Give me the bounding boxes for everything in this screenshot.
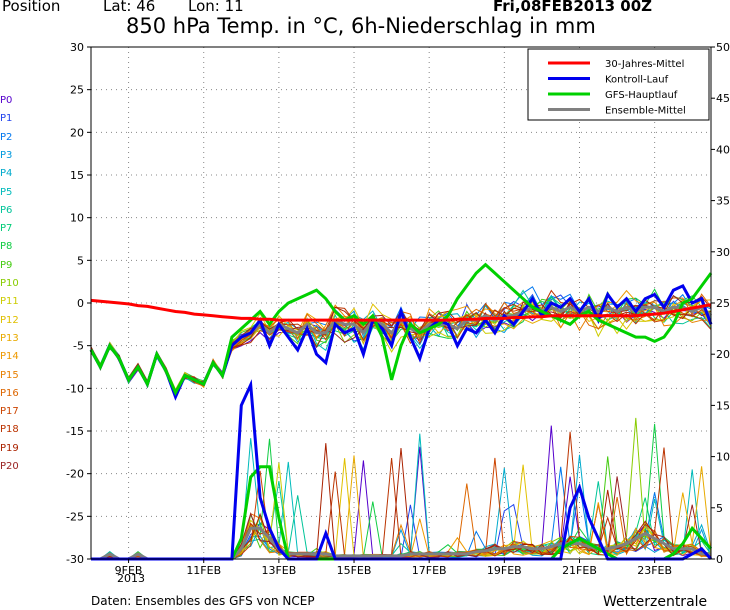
y-right-tick-label: 20 bbox=[716, 348, 730, 361]
legend-label: 30-Jahres-Mittel bbox=[605, 59, 684, 70]
member-label-p1: P1 bbox=[0, 113, 13, 125]
brand: Wetterzentrale bbox=[603, 594, 708, 610]
legend: 30-Jahres-Mittel Kontroll-Lauf GFS-Hauptla… bbox=[527, 48, 710, 121]
mean30-temp-line bbox=[90, 298, 712, 322]
y-right-tick-label: 0 bbox=[716, 553, 723, 566]
y-left-tick-label: -30 bbox=[66, 553, 84, 566]
member-temp-line-p19 bbox=[90, 299, 712, 393]
member-label-p5: P5 bbox=[0, 186, 13, 198]
y-right-tick-label: 35 bbox=[716, 195, 730, 208]
x-tick-label: 21FEB bbox=[562, 564, 597, 577]
member-label-p17: P17 bbox=[0, 406, 19, 418]
member-label-p14: P14 bbox=[0, 351, 19, 363]
y-right-tick-label: 40 bbox=[716, 143, 730, 156]
y-left-tick-label: -25 bbox=[66, 510, 84, 523]
legend-label: Kontroll-Lauf bbox=[605, 75, 669, 86]
chart-title: 850 hPa Temp. in °C, 6h-Niederschlag in … bbox=[126, 14, 596, 38]
member-precip-line-p1 bbox=[91, 503, 712, 560]
member-label-p19: P19 bbox=[0, 442, 19, 454]
y-left-tick-label: 20 bbox=[70, 126, 84, 139]
y-right-tick-label: 5 bbox=[716, 502, 723, 515]
y-right-tick-label: 25 bbox=[716, 297, 730, 310]
member-precip-line-p8 bbox=[91, 423, 712, 560]
member-label-p6: P6 bbox=[0, 204, 13, 216]
y-left-tick-label: 5 bbox=[77, 254, 84, 267]
y-left-tick-label: 0 bbox=[77, 297, 84, 310]
y-axis-left: 30 25 20 15 10 5 0 -5 -10 -15 -20 -25 -30 bbox=[66, 41, 91, 566]
x-tick-label: 19FEB bbox=[487, 564, 522, 577]
y-left-tick-label: 30 bbox=[70, 41, 84, 54]
x-tick-label: 23FEB bbox=[637, 564, 672, 577]
member-label-p13: P13 bbox=[0, 332, 19, 344]
member-label-p0: P0 bbox=[0, 95, 13, 106]
member-label-p2: P2 bbox=[0, 131, 13, 143]
member-precip-line-p10 bbox=[91, 417, 712, 560]
x-tick-label: 17FEB bbox=[412, 564, 447, 577]
member-label-p7: P7 bbox=[0, 223, 13, 235]
member-label-p16: P16 bbox=[0, 387, 19, 399]
member-label-p8: P8 bbox=[0, 241, 13, 253]
data-source: Daten: Ensembles des GFS von NCEP bbox=[91, 594, 315, 608]
x-axis: 9FEB 11FEB 13FEB 15FEB 17FEB 19FEB 21FEB 23FEB bbox=[115, 559, 672, 577]
x-tick-label: 11FEB bbox=[186, 564, 221, 577]
x-tick-label: 13FEB bbox=[261, 564, 296, 577]
y-left-tick-label: -15 bbox=[66, 425, 84, 438]
y-right-tick-label: 45 bbox=[716, 92, 730, 105]
member-precip-line-p0 bbox=[91, 425, 712, 560]
y-right-tick-label: 10 bbox=[716, 451, 730, 464]
member-label-p12: P12 bbox=[0, 314, 19, 326]
position-label: Position bbox=[2, 0, 61, 15]
member-label-p15: P15 bbox=[0, 369, 19, 381]
run-time: Fri,08FEB2013 00Z bbox=[493, 0, 653, 15]
precip-member-lines bbox=[91, 417, 712, 560]
y-left-tick-label: -20 bbox=[66, 468, 84, 481]
y-left-tick-label: 10 bbox=[70, 212, 84, 225]
member-label-p18: P18 bbox=[0, 424, 19, 436]
member-label-p10: P10 bbox=[0, 278, 19, 289]
lon-label: Lon: 11 bbox=[188, 0, 244, 15]
control-precip-line bbox=[91, 379, 713, 561]
legend-label: GFS-Hauptlauf bbox=[605, 90, 678, 101]
y-right-tick-label: 30 bbox=[716, 246, 730, 259]
y-left-tick-label: 15 bbox=[70, 169, 84, 182]
member-label-p11: P11 bbox=[0, 296, 19, 308]
gfs-temp-line bbox=[89, 262, 713, 396]
member-precip-line-p11 bbox=[91, 462, 712, 560]
lat-label: Lat: 46 bbox=[103, 0, 156, 15]
x-tick-label: 15FEB bbox=[337, 564, 372, 577]
legend-label: Ensemble-Mittel bbox=[605, 106, 686, 117]
x-year-label: 2013 bbox=[117, 572, 145, 585]
y-right-tick-label: 15 bbox=[716, 399, 730, 412]
member-precip-line-p15 bbox=[91, 504, 712, 560]
member-label-p9: P9 bbox=[0, 259, 13, 271]
y-left-tick-label: 25 bbox=[70, 84, 84, 97]
member-label-p3: P3 bbox=[0, 149, 13, 161]
y-left-tick-label: -5 bbox=[73, 340, 84, 353]
x-tick-label: 9FEB bbox=[115, 564, 143, 577]
member-label-p4: P4 bbox=[0, 168, 13, 180]
y-right-tick-label: 50 bbox=[716, 41, 730, 54]
member-label-p20: P20 bbox=[0, 461, 19, 472]
y-left-tick-label: -10 bbox=[66, 382, 84, 395]
